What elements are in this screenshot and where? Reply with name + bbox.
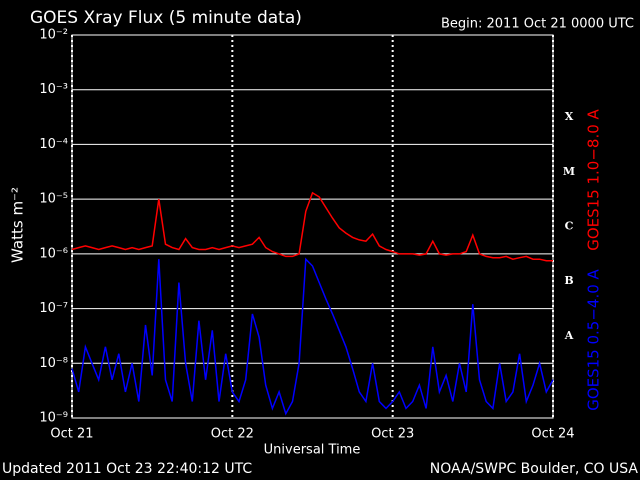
- legend-entry: GOES15 1.0−8.0 A: [585, 108, 603, 250]
- y-tick-label: 10⁻⁹: [39, 411, 68, 426]
- chart-title: GOES Xray Flux (5 minute data): [30, 8, 302, 28]
- flare-class-label: A: [564, 329, 574, 342]
- y-tick-label: 10⁻³: [39, 82, 68, 97]
- x-tick-label: Oct 21: [50, 427, 93, 442]
- flare-class-label: C: [565, 220, 574, 233]
- y-tick-label: 10⁻⁴: [39, 137, 68, 152]
- y-tick-label: 10⁻⁸: [39, 356, 68, 371]
- x-axis-label: Universal Time: [264, 443, 361, 458]
- flare-class-label: X: [565, 110, 574, 123]
- plot-frame: [71, 34, 554, 419]
- series-line: [71, 257, 554, 416]
- x-tick-label: Oct 23: [371, 427, 414, 442]
- flare-class-label: M: [563, 165, 575, 178]
- footer-left: Updated 2011 Oct 23 22:40:12 UTC: [2, 461, 252, 477]
- footer-right: NOAA/SWPC Boulder, CO USA: [430, 461, 639, 477]
- flare-class-label: B: [564, 274, 573, 287]
- legend-entry: GOES15 0.5−4.0 A: [585, 268, 603, 410]
- subtitle: Begin: 2011 Oct 21 0000 UTC: [441, 17, 634, 32]
- y-axis-label: Watts m⁻²: [9, 187, 27, 263]
- y-tick-label: 10⁻⁵: [39, 192, 68, 207]
- x-tick-label: Oct 22: [211, 427, 254, 442]
- series-line: [71, 191, 553, 262]
- x-tick-label: Oct 24: [531, 427, 574, 442]
- y-tick-label: 10⁻²: [39, 28, 68, 43]
- y-tick-label: 10⁻⁶: [39, 246, 68, 261]
- y-tick-label: 10⁻⁷: [39, 301, 68, 316]
